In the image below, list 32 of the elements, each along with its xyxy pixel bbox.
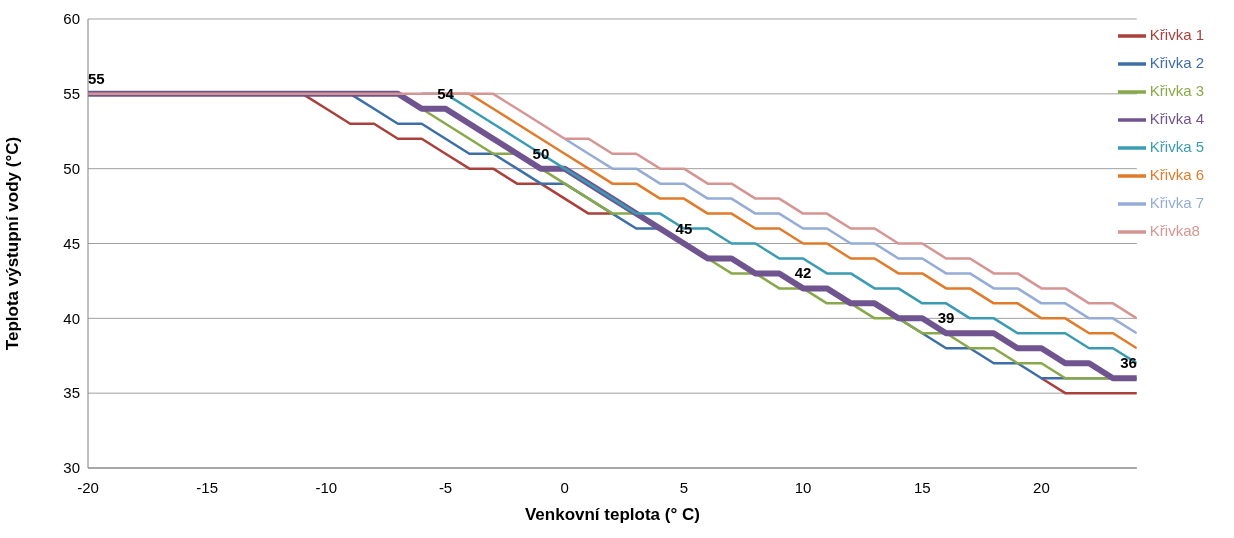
x-tick-label: 0 [560, 478, 569, 496]
y-tick-label: 55 [63, 85, 80, 103]
legend-label: Křivka 6 [1149, 165, 1204, 183]
y-tick-label: 50 [63, 159, 80, 177]
legend-label: Křivka 3 [1149, 81, 1204, 99]
data-label: 55 [88, 69, 105, 87]
data-label: 42 [794, 264, 812, 282]
legend-label: Křivka 2 [1149, 53, 1204, 71]
y-tick-label: 35 [63, 384, 80, 402]
legend-label: Křivka 7 [1149, 193, 1204, 211]
x-axis-title: Venkovní teplota (° C) [524, 505, 700, 524]
legend-label: Křivka 4 [1149, 109, 1204, 127]
legend-label: Křivka8 [1149, 221, 1200, 239]
y-tick-label: 40 [63, 309, 80, 327]
x-tick-label: 10 [794, 478, 812, 496]
y-axis-title: Teplota výstupní vody (°C) [3, 136, 23, 351]
x-tick-label: -5 [438, 478, 453, 496]
line-series [563, 137, 1137, 335]
data-label: 39 [937, 309, 955, 327]
y-tick-label: 45 [63, 234, 80, 252]
x-tick-label: -10 [315, 478, 338, 496]
x-tick-label: 15 [913, 478, 931, 496]
y-tick-label: 60 [63, 10, 80, 28]
legend-label: Křivka 1 [1149, 25, 1204, 43]
x-tick-label: -20 [77, 478, 99, 496]
y-tick-label: 30 [63, 459, 80, 477]
legend-label: Křivka 5 [1149, 137, 1204, 155]
x-tick-label: 5 [679, 478, 689, 496]
data-label: 36 [1120, 354, 1137, 372]
data-label: 54 [437, 84, 455, 102]
x-tick-label: -15 [196, 478, 219, 496]
x-tick-label: 20 [1033, 478, 1050, 496]
